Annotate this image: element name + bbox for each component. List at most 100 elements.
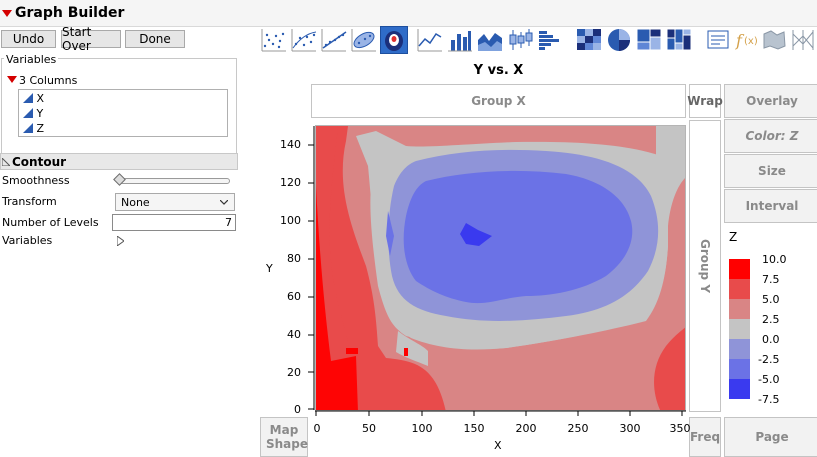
line-icon[interactable]: [417, 26, 443, 54]
color-zone[interactable]: Color: Z: [724, 119, 817, 153]
smoothness-label: Smoothness: [2, 174, 70, 187]
continuous-column-icon: [23, 123, 33, 133]
column-item-label: X: [36, 92, 45, 105]
window-title: Graph Builder: [15, 5, 125, 21]
svg-text:f: f: [735, 31, 745, 50]
collapse-triangle-icon[interactable]: [2, 158, 10, 166]
y-axis: 140 120 100 80 60 40 20 0: [270, 118, 315, 418]
column-item-x[interactable]: X: [23, 92, 44, 105]
contour-band-7.5: [346, 348, 358, 354]
y-axis-label: Y: [266, 262, 273, 275]
group-y-zone[interactable]: Group Y: [689, 120, 721, 412]
transform-select[interactable]: None: [115, 193, 235, 211]
column-item-label: Y: [36, 107, 44, 120]
contour-band-7.5: [404, 348, 408, 356]
legend-swatch: [729, 279, 750, 299]
wrap-zone[interactable]: Wrap: [687, 84, 723, 118]
legend-level-label: -7.5: [758, 393, 780, 406]
caption-box-icon[interactable]: [705, 26, 731, 54]
group-x-zone[interactable]: Group X: [311, 84, 686, 118]
x-axis: 0 50 100 150 200 250 300 350: [312, 422, 692, 436]
done-button[interactable]: Done: [125, 30, 185, 48]
expand-triangle-icon[interactable]: [117, 236, 124, 246]
ellipse-icon[interactable]: [351, 26, 377, 54]
map-shape-label: Map Shape: [266, 423, 309, 451]
continuous-column-icon: [23, 93, 33, 103]
bar-icon[interactable]: [447, 26, 473, 54]
variables-panel-title: Variables: [4, 53, 59, 66]
number-of-levels-input[interactable]: 7: [112, 214, 236, 231]
contour-band--2.5: [386, 211, 394, 256]
contour-band--2.5: [403, 170, 633, 304]
x-tick-label-0: 0: [313, 422, 321, 435]
box-plot-icon[interactable]: [507, 26, 533, 54]
x-tick-label-250: 250: [567, 422, 589, 435]
y-tick-label-120: 120: [280, 176, 301, 189]
x-tick-label-300: 300: [619, 422, 641, 435]
freq-zone[interactable]: Freq: [689, 417, 721, 457]
legend-level-label: 5.0: [762, 293, 780, 306]
y-tick-label-60: 60: [287, 290, 301, 303]
x-tick-label-100: 100: [411, 422, 433, 435]
contour-variables-label: Variables: [2, 234, 53, 247]
contour-band-5.0: [654, 327, 685, 410]
contour-plot[interactable]: [315, 125, 686, 411]
jitter-icon[interactable]: [291, 26, 317, 54]
legend-level-label: 0.0: [762, 333, 780, 346]
map-shape-zone[interactable]: Map Shape: [260, 417, 308, 457]
area-icon[interactable]: [477, 26, 503, 54]
column-item-z[interactable]: Z: [23, 122, 44, 135]
column-item-y[interactable]: Y: [23, 107, 43, 120]
line-of-fit-icon[interactable]: [321, 26, 347, 54]
number-of-levels-label: Number of Levels: [2, 216, 99, 229]
legend-level-label: -5.0: [758, 373, 780, 386]
legend: Z 10.0 7.5 5.0 2.5 0.0 -2.5 -5.0 -7.5: [729, 230, 817, 410]
columns-menu-triangle-icon[interactable]: [7, 76, 17, 83]
x-axis-ticks: [315, 410, 686, 416]
legend-swatch: [729, 359, 750, 379]
x-axis-label: X: [494, 439, 502, 452]
column-item-label: Z: [36, 122, 45, 135]
y-tick-label-100: 100: [280, 214, 301, 227]
smoothness-slider-thumb[interactable]: [113, 173, 126, 186]
undo-button[interactable]: Undo: [1, 30, 56, 48]
y-tick-label-0: 0: [294, 403, 301, 416]
x-tick-label-350: 350: [669, 422, 691, 435]
window-title-bar: Graph Builder: [0, 0, 817, 27]
y-tick-label-80: 80: [287, 252, 301, 265]
size-zone[interactable]: Size: [724, 154, 817, 188]
column-list: X Y Z: [18, 89, 228, 137]
treemap-icon[interactable]: [636, 26, 662, 54]
contour-icon[interactable]: [380, 26, 408, 54]
page-zone[interactable]: Page: [724, 417, 817, 457]
histogram-icon[interactable]: [537, 26, 563, 54]
group-y-label: Group Y: [698, 238, 713, 294]
window-menu-triangle-icon[interactable]: [2, 10, 12, 17]
parallel-icon[interactable]: [789, 26, 817, 54]
legend-color-bar: [729, 259, 750, 399]
legend-level-label: 7.5: [762, 273, 780, 286]
legend-swatch: [729, 259, 750, 279]
formula-icon[interactable]: f (x): [733, 26, 759, 54]
legend-level-label: -2.5: [758, 353, 780, 366]
start-over-button[interactable]: Start Over: [61, 25, 121, 53]
y-tick-label-20: 20: [287, 366, 301, 379]
columns-count-label: 3 Columns: [19, 74, 78, 87]
legend-swatch: [729, 319, 750, 339]
contour-panel-title: Contour: [12, 155, 67, 169]
x-tick-label-50: 50: [362, 422, 376, 435]
overlay-zone[interactable]: Overlay: [724, 84, 817, 118]
smoothness-slider[interactable]: [113, 173, 230, 186]
map-shape-icon[interactable]: [761, 26, 787, 54]
x-tick-label-150: 150: [463, 422, 485, 435]
mosaic-icon[interactable]: [666, 26, 692, 54]
contour-panel-header[interactable]: Contour: [0, 153, 238, 170]
legend-level-label: 2.5: [762, 313, 780, 326]
points-icon[interactable]: [261, 26, 287, 54]
number-of-levels-value: 7: [225, 216, 232, 229]
interval-zone[interactable]: Interval: [724, 189, 817, 223]
pie-icon[interactable]: [606, 26, 632, 54]
heatmap-icon[interactable]: [576, 26, 602, 54]
x-tick-label-200: 200: [515, 422, 537, 435]
contour-band-7.5: [316, 186, 358, 410]
